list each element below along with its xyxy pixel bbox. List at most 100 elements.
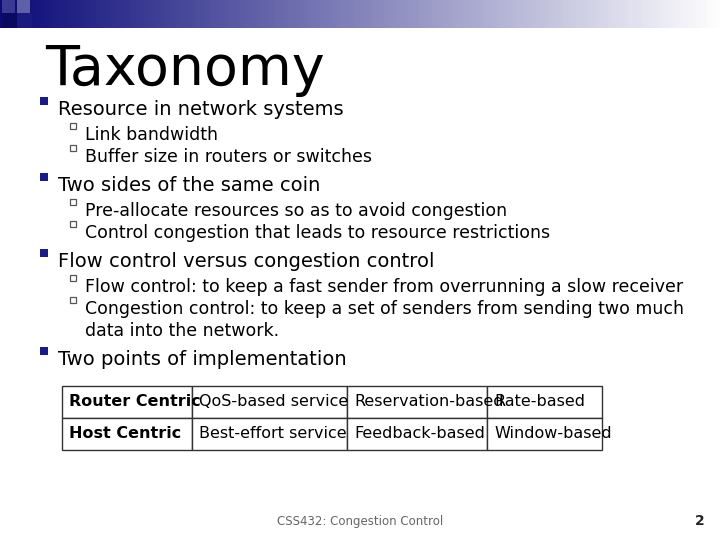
Bar xyxy=(241,0,246,28)
Bar xyxy=(252,0,256,28)
Bar xyxy=(598,0,602,28)
Bar xyxy=(317,0,321,28)
Bar xyxy=(364,0,368,28)
Bar xyxy=(414,0,418,28)
Bar xyxy=(691,0,696,28)
Bar xyxy=(36,0,40,28)
Bar xyxy=(637,0,642,28)
Bar xyxy=(554,0,559,28)
Bar xyxy=(487,386,602,418)
Bar xyxy=(590,0,595,28)
Bar xyxy=(662,0,667,28)
Bar xyxy=(17,13,32,28)
Bar xyxy=(544,0,548,28)
Bar xyxy=(47,0,51,28)
Bar xyxy=(529,0,534,28)
Bar xyxy=(313,0,318,28)
Bar xyxy=(11,0,15,28)
Bar xyxy=(666,0,670,28)
Bar xyxy=(378,0,382,28)
Bar xyxy=(324,0,328,28)
Bar xyxy=(126,0,130,28)
Bar xyxy=(70,199,76,205)
Bar xyxy=(40,347,48,355)
Bar xyxy=(709,0,714,28)
Bar xyxy=(716,0,720,28)
Bar xyxy=(0,0,4,28)
Bar xyxy=(446,0,451,28)
Bar xyxy=(338,0,343,28)
Bar xyxy=(245,0,249,28)
Bar xyxy=(342,0,346,28)
Bar xyxy=(482,0,487,28)
Bar xyxy=(400,0,404,28)
Bar xyxy=(40,173,48,181)
Text: Host Centric: Host Centric xyxy=(69,427,181,442)
Bar xyxy=(112,0,116,28)
Bar xyxy=(192,418,347,450)
Bar xyxy=(133,0,138,28)
Bar xyxy=(371,0,375,28)
Bar xyxy=(418,0,422,28)
Bar xyxy=(533,0,537,28)
Bar xyxy=(166,0,170,28)
Bar xyxy=(281,0,285,28)
Bar xyxy=(493,0,498,28)
Bar xyxy=(580,0,584,28)
Bar xyxy=(130,0,134,28)
Bar xyxy=(173,0,177,28)
Bar xyxy=(187,0,192,28)
Bar xyxy=(684,0,688,28)
Text: 2: 2 xyxy=(696,514,705,528)
Bar xyxy=(310,0,314,28)
Bar xyxy=(79,0,84,28)
Bar xyxy=(72,0,76,28)
Bar xyxy=(40,97,48,105)
Bar xyxy=(652,0,656,28)
Bar xyxy=(410,0,415,28)
Bar xyxy=(205,0,210,28)
Bar xyxy=(83,0,87,28)
Bar xyxy=(367,0,372,28)
Bar xyxy=(169,0,174,28)
Bar xyxy=(202,0,206,28)
Bar xyxy=(263,0,267,28)
Text: Two sides of the same coin: Two sides of the same coin xyxy=(58,176,320,195)
Bar xyxy=(464,0,469,28)
Bar xyxy=(443,0,447,28)
Bar xyxy=(522,0,526,28)
Bar xyxy=(450,0,454,28)
Bar xyxy=(576,0,580,28)
Bar xyxy=(648,0,652,28)
Bar xyxy=(158,0,163,28)
Bar xyxy=(356,0,361,28)
Bar xyxy=(583,0,588,28)
Bar xyxy=(180,0,184,28)
Bar xyxy=(248,0,253,28)
Bar xyxy=(62,418,192,450)
Text: Link bandwidth: Link bandwidth xyxy=(85,126,218,144)
Bar xyxy=(504,0,508,28)
Bar xyxy=(32,0,37,28)
Bar xyxy=(61,0,66,28)
Bar xyxy=(698,0,703,28)
Bar xyxy=(259,0,264,28)
Bar xyxy=(360,0,364,28)
Bar xyxy=(515,0,519,28)
Bar xyxy=(497,0,501,28)
Bar xyxy=(90,0,94,28)
Bar xyxy=(457,0,462,28)
Bar xyxy=(40,0,44,28)
Bar xyxy=(284,0,289,28)
Bar xyxy=(479,0,483,28)
Bar xyxy=(191,0,195,28)
Bar xyxy=(623,0,627,28)
Bar xyxy=(472,0,476,28)
Bar xyxy=(659,0,663,28)
Bar xyxy=(148,0,152,28)
Bar xyxy=(292,0,296,28)
Bar xyxy=(2,13,17,28)
Bar xyxy=(385,0,390,28)
Bar xyxy=(421,0,426,28)
Bar xyxy=(454,0,458,28)
